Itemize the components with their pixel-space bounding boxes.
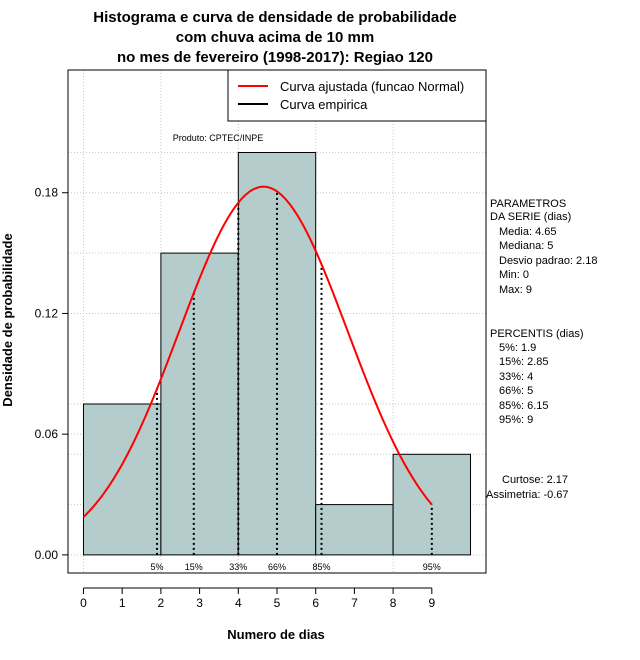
x-tick-label: 2 [158,596,165,610]
percentile-label: 95% [423,562,441,572]
percentile-label: 5% [151,562,164,572]
x-tick-label: 3 [196,596,203,610]
chart-title-line-3: no mes de fevereiro (1998-2017): Regiao … [117,49,433,66]
x-axis-title: Numero de dias [227,627,325,642]
percentile-lines: 5% 15% 33% 66% 85% 95% [151,191,441,572]
histogram-bar [160,252,239,556]
params-title-line-2: DA SERIE (dias) [490,211,571,223]
normal-curve [82,185,433,518]
legend-label-empirical: Curva empirica [280,97,368,112]
param-max: Max: 9 [499,284,532,296]
x-tick-label: 6 [312,596,319,610]
legend: Curva ajustada (funcao Normal) Curva emp… [227,69,487,122]
x-tick-label: 4 [235,596,242,610]
stat-assimetria: Assimetria: -0.67 [486,489,569,501]
histogram-bar [315,504,394,556]
percentil-5: 5%: 1.9 [499,342,536,354]
y-tick-label: 0.18 [35,186,59,200]
y-axis: 0.00 0.06 0.12 0.18 [35,186,69,562]
x-tick-label: 0 [80,596,87,610]
histogram-bar [82,403,162,556]
percentil-15: 15%: 2.85 [499,356,549,368]
y-tick-label: 0.06 [35,427,59,441]
product-label: Produto: CPTEC/INPE [173,133,264,143]
percentile-label: 15% [185,562,203,572]
normal-curve-group [82,185,433,518]
x-tick-label: 7 [351,596,358,610]
side-panel: PARAMETROS DA SERIE (dias) Media: 4.65 M… [486,198,597,501]
y-tick-label: 0.00 [35,548,59,562]
legend-label-fitted: Curva ajustada (funcao Normal) [280,79,464,94]
percentil-66: 66%: 5 [499,385,533,397]
chart-title-line-2: com chuva acima de 10 mm [176,29,374,46]
legend-box [227,69,487,122]
x-axis: 0 1 2 3 4 5 6 7 8 9 [80,587,435,610]
chart-title-line-1: Histograma e curva de densidade de proba… [93,9,456,26]
param-min: Min: 0 [499,269,529,281]
percentil-95: 95%: 9 [499,414,533,426]
percentis-title: PERCENTIS (dias) [490,328,584,340]
stat-curtose: Curtose: 2.17 [502,474,568,486]
percentile-label: 66% [268,562,286,572]
percentil-33: 33%: 4 [499,371,533,383]
x-tick-label: 9 [428,596,435,610]
percentile-label: 33% [229,562,247,572]
x-tick-label: 8 [390,596,397,610]
param-desvio: Desvio padrao: 2.18 [499,255,597,267]
histogram-bars [82,151,472,556]
params-title-line-1: PARAMETROS [490,198,566,210]
y-tick-label: 0.12 [35,306,59,320]
param-mediana: Mediana: 5 [499,240,553,252]
y-axis-title: Densidade de probabilidade [0,233,15,406]
percentil-85: 85%: 6.15 [499,400,549,412]
param-media: Media: 4.65 [499,226,556,238]
x-tick-label: 5 [274,596,281,610]
x-tick-label: 1 [119,596,126,610]
percentile-label: 85% [313,562,331,572]
